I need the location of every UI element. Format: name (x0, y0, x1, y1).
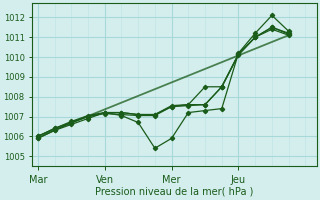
X-axis label: Pression niveau de la mer( hPa ): Pression niveau de la mer( hPa ) (95, 187, 253, 197)
